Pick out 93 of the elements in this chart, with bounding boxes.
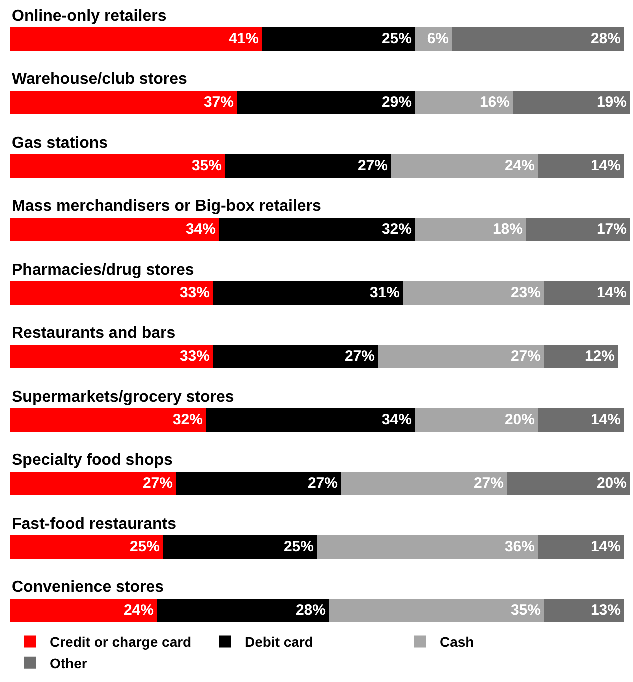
data-label: 20% <box>596 475 627 492</box>
data-label: 14% <box>596 284 627 302</box>
data-label: 27% <box>474 475 504 492</box>
bar <box>403 281 544 305</box>
y-tick-label: Pharmacies/drug stores <box>12 262 194 279</box>
bar <box>538 154 624 178</box>
bar <box>10 408 206 432</box>
bar <box>10 472 176 495</box>
data-label: 36% <box>504 538 535 556</box>
bar <box>213 345 378 368</box>
data-label: 19% <box>596 94 627 111</box>
bar <box>415 91 513 114</box>
legend-label: Other <box>50 655 88 672</box>
bar <box>10 535 163 559</box>
legend-label: Cash <box>440 634 474 650</box>
bar <box>507 472 630 495</box>
data-label: 25% <box>382 30 412 48</box>
data-label: 24% <box>124 602 154 619</box>
bar <box>10 154 225 178</box>
data-label: 32% <box>382 221 412 238</box>
data-label: 13% <box>590 602 621 619</box>
bar <box>206 408 415 432</box>
bar <box>378 345 544 368</box>
bar <box>10 281 213 305</box>
bar <box>526 218 630 241</box>
bar <box>163 535 317 559</box>
legend-label: Credit or charge card <box>50 634 192 650</box>
bar <box>225 154 391 178</box>
y-tick-label: Fast-food restaurants <box>12 516 177 533</box>
y-tick-label: Warehouse/club stores <box>12 71 188 88</box>
bar <box>329 599 544 622</box>
data-label: 14% <box>590 412 621 428</box>
bar <box>10 27 262 51</box>
data-label: 20% <box>504 412 535 428</box>
bar <box>538 535 624 559</box>
y-tick-label: Convenience stores <box>12 579 164 596</box>
data-label: 25% <box>130 538 160 556</box>
bar <box>415 218 526 241</box>
bar <box>262 27 415 51</box>
data-label: 27% <box>510 348 541 365</box>
data-label: 16% <box>480 94 510 111</box>
bar <box>544 599 624 622</box>
data-label: 28% <box>590 30 621 48</box>
bar <box>452 27 624 51</box>
bar <box>10 345 213 368</box>
data-label: 17% <box>596 221 627 238</box>
data-label: 14% <box>590 158 621 174</box>
data-label: 18% <box>492 221 523 238</box>
data-label: 35% <box>192 158 222 174</box>
bar <box>10 599 157 622</box>
legend-label: Debit card <box>245 634 314 650</box>
data-label: 12% <box>584 348 615 365</box>
y-tick-label: Restaurants and bars <box>12 325 176 342</box>
data-label: 29% <box>382 94 412 111</box>
bar <box>415 408 538 432</box>
data-label: 28% <box>296 602 326 619</box>
data-label: 27% <box>308 475 338 492</box>
data-label: 24% <box>504 158 535 174</box>
bar <box>341 472 507 495</box>
bar <box>213 281 403 305</box>
bar <box>10 218 219 241</box>
data-label: 35% <box>510 602 541 619</box>
data-label: 33% <box>180 284 210 302</box>
bar <box>219 218 415 241</box>
data-label: 32% <box>172 412 203 428</box>
data-label: 33% <box>180 348 210 365</box>
y-tick-label: Supermarkets/grocery stores <box>12 389 234 406</box>
bar <box>391 154 538 178</box>
data-label: 14% <box>590 538 621 556</box>
bar <box>176 472 341 495</box>
data-label: 37% <box>204 94 234 111</box>
y-tick-label: Online-only retailers <box>12 8 167 25</box>
bar <box>237 91 415 114</box>
data-label: 34% <box>382 412 412 428</box>
data-label: 25% <box>284 538 314 556</box>
data-label: 27% <box>142 475 173 492</box>
data-label: 41% <box>228 30 259 48</box>
data-label: 34% <box>186 221 216 238</box>
bar <box>513 91 630 114</box>
bar <box>10 91 237 114</box>
y-tick-label: Specialty food shops <box>12 452 174 469</box>
data-label: 6% <box>427 30 449 48</box>
bar <box>544 281 630 305</box>
data-label: 31% <box>370 284 400 302</box>
y-tick-label: Mass merchandisers or Big-box retailers <box>12 198 322 215</box>
y-tick-label: Gas stations <box>12 135 108 152</box>
bar <box>317 535 538 559</box>
bar <box>544 345 618 368</box>
data-label: 27% <box>344 348 375 365</box>
bar <box>157 599 329 622</box>
data-label: 23% <box>510 284 541 302</box>
bar <box>538 408 624 432</box>
data-label: 27% <box>358 158 388 174</box>
